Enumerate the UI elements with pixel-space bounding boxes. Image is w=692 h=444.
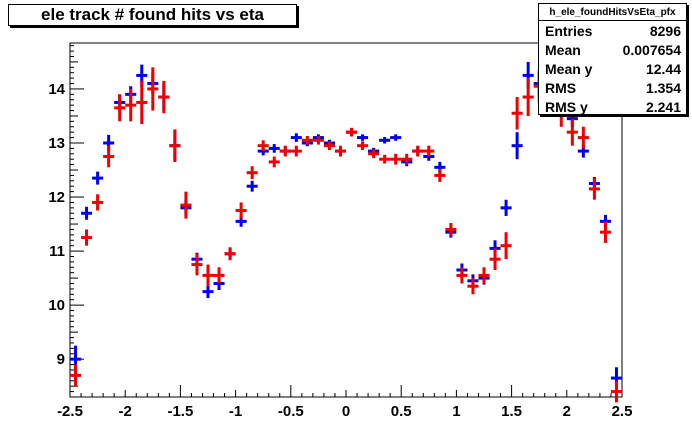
data-point	[489, 248, 501, 270]
x-tick-label: -2	[119, 403, 132, 420]
x-tick-label: 0	[342, 403, 350, 420]
data-point	[456, 267, 468, 284]
data-point	[103, 145, 115, 168]
series-red	[70, 67, 622, 403]
x-tick-label: 2	[563, 403, 571, 420]
data-point	[379, 137, 391, 144]
x-tick-label: -1	[229, 403, 242, 420]
data-point	[92, 194, 104, 211]
data-point	[235, 202, 247, 219]
data-point	[81, 206, 93, 220]
data-point	[445, 222, 457, 236]
y-tick-label: 11	[49, 243, 65, 260]
y-tick-label: 14	[48, 81, 65, 98]
data-point	[81, 229, 93, 246]
stats-value: 8296	[649, 22, 681, 39]
data-point	[290, 133, 302, 142]
data-point	[379, 154, 391, 164]
data-point	[169, 129, 181, 162]
data-point	[147, 67, 159, 111]
data-point	[136, 80, 148, 125]
data-point	[390, 134, 402, 141]
data-point	[213, 267, 225, 284]
x-tick-label: -2.5	[57, 403, 83, 420]
data-point	[588, 178, 600, 200]
data-point	[202, 285, 214, 299]
data-point	[70, 364, 82, 387]
data-point	[279, 145, 291, 157]
stats-value: 0.007654	[622, 41, 681, 58]
plot-frame	[69, 42, 623, 398]
stats-row-mean: Mean 0.007654	[539, 40, 686, 59]
data-point	[268, 144, 280, 153]
data-point	[610, 380, 622, 403]
y-tick-label: 10	[48, 297, 65, 314]
data-point	[180, 191, 192, 219]
data-point	[500, 232, 512, 260]
stats-histogram-name: h_ele_foundHitsVsEta_pfx	[539, 4, 686, 21]
stats-box: h_ele_foundHitsVsEta_pfx Entries 8296 Me…	[538, 3, 687, 115]
data-point	[346, 127, 358, 137]
stats-label: Entries	[545, 22, 593, 39]
data-point	[246, 180, 258, 192]
data-point	[357, 134, 369, 141]
data-point	[323, 141, 335, 151]
stats-row-rms-y: RMS y 2.241	[539, 97, 686, 116]
data-point	[511, 97, 523, 130]
x-tick-label: 1.5	[501, 403, 522, 420]
x-tick-label: 0.5	[391, 403, 412, 420]
stats-label: Mean y	[545, 60, 593, 77]
data-point	[202, 264, 214, 287]
x-tick-label: 1	[452, 403, 460, 420]
data-point	[478, 267, 490, 284]
data-point	[500, 199, 512, 216]
data-point	[566, 118, 578, 146]
data-point	[92, 171, 104, 185]
stats-value: 1.354	[645, 79, 681, 96]
data-point	[401, 153, 413, 165]
data-point	[334, 145, 346, 157]
data-point	[246, 166, 258, 180]
stats-value: 12.44	[645, 60, 681, 77]
data-point	[599, 221, 611, 243]
data-point	[368, 149, 380, 159]
data-point	[158, 80, 170, 114]
data-point	[412, 145, 424, 157]
stats-row-entries: Entries 8296	[539, 21, 686, 40]
data-point	[224, 247, 236, 261]
x-tick-label: -1.5	[167, 403, 193, 420]
data-point	[357, 141, 369, 151]
data-point	[257, 140, 269, 152]
stats-label: RMS	[545, 79, 577, 96]
y-tick-label: 12	[48, 189, 65, 206]
y-tick-label: 9	[57, 351, 65, 368]
data-point	[301, 135, 313, 145]
data-point	[191, 253, 203, 276]
x-tick-label: 2.5	[612, 403, 633, 420]
data-point	[522, 78, 534, 116]
y-tick-label: 13	[48, 135, 65, 152]
data-point	[114, 94, 126, 122]
data-point	[125, 88, 137, 122]
data-point	[312, 135, 324, 145]
stats-row-mean-y: Mean y 12.44	[539, 59, 686, 78]
data-point	[577, 126, 589, 149]
data-point	[434, 168, 446, 182]
stats-label: RMS y	[545, 98, 588, 115]
data-point	[423, 145, 435, 157]
data-point	[290, 145, 302, 157]
data-point	[268, 156, 280, 168]
stats-row-rms: RMS 1.354	[539, 78, 686, 97]
x-tick-label: -0.5	[278, 403, 304, 420]
plot-title: ele track # found hits vs eta	[8, 4, 297, 26]
stats-label: Mean	[545, 41, 581, 58]
data-point	[511, 132, 523, 160]
data-point	[390, 153, 402, 165]
stats-value: 2.241	[645, 98, 681, 115]
data-point	[467, 278, 479, 295]
